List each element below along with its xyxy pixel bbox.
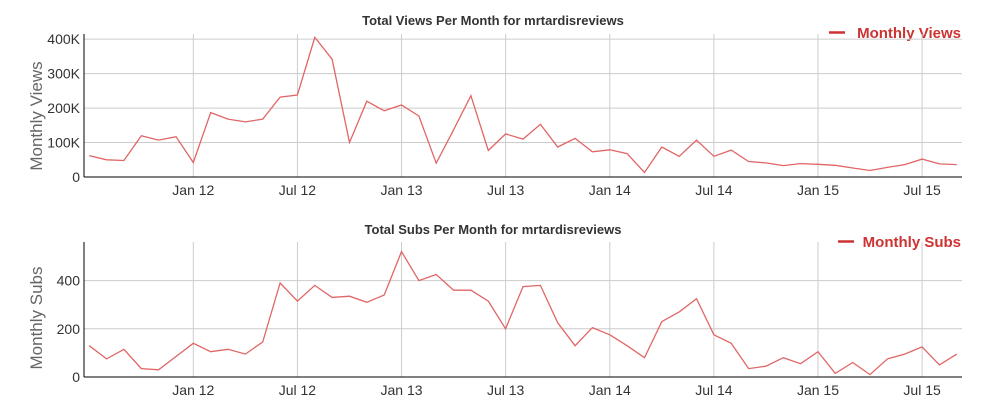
- views-x-tick-label: Jan 12: [172, 182, 214, 198]
- views-series-line: [89, 36, 957, 174]
- subs-y-axis-label: Monthly Subs: [27, 267, 46, 370]
- subs-legend[interactable]: Monthly Subs: [838, 234, 961, 251]
- subs-chart-title: Total Subs Per Month for mrtardisreviews: [365, 222, 622, 237]
- views-chart-title: Total Views Per Month for mrtardisreview…: [362, 13, 624, 28]
- subs-x-ticks: Jan 12 Jul 12 Jan 13 Jul 13 Jan 14 Jul 14 Jan …: [172, 382, 941, 398]
- views-legend[interactable]: Monthly Views: [829, 25, 961, 42]
- views-x-tick-label: Jul 14: [695, 182, 733, 198]
- subs-x-tick-label: Jan 15: [797, 382, 839, 398]
- views-x-tick-label: Jan 15: [797, 182, 839, 198]
- subs-series-line: [88, 250, 958, 376]
- subs-chart: Total Subs Per Month for mrtardisreviews…: [27, 222, 962, 398]
- subs-y-tick-label: 200: [57, 321, 81, 337]
- views-x-tick-label: Jan 14: [589, 182, 631, 198]
- subs-x-tick-label: Jul 15: [903, 382, 941, 398]
- views-y-tick-label: 200K: [47, 100, 80, 116]
- subs-x-tick-label: Jul 13: [487, 382, 525, 398]
- views-y-tick-label: 300K: [47, 66, 80, 82]
- subs-y-tick-label: 0: [72, 369, 80, 385]
- views-legend-label: Monthly Views: [857, 25, 961, 42]
- subs-x-tick-label: Jul 12: [279, 382, 317, 398]
- views-x-tick-label: Jul 15: [903, 182, 941, 198]
- views-y-ticks: 0 100K 200K 300K 400K: [47, 31, 80, 185]
- subs-legend-label: Monthly Subs: [863, 234, 961, 251]
- subs-grid: [83, 242, 962, 378]
- subs-y-ticks: 0 200 400: [57, 273, 81, 385]
- subs-x-tick-label: Jan 12: [172, 382, 214, 398]
- views-y-tick-label: 400K: [47, 31, 80, 47]
- views-x-ticks: Jan 12 Jul 12 Jan 13 Jul 13 Jan 14 Jul 14 Jan …: [172, 182, 941, 198]
- views-chart: Total Views Per Month for mrtardisreview…: [27, 13, 962, 198]
- subs-y-tick-label: 400: [57, 273, 81, 289]
- views-x-tick-label: Jul 12: [279, 182, 317, 198]
- subs-x-tick-label: Jul 14: [695, 382, 733, 398]
- views-x-tick-label: Jan 13: [381, 182, 423, 198]
- views-grid: [83, 34, 962, 178]
- views-y-tick-label: 0: [72, 169, 80, 185]
- views-x-tick-label: Jul 13: [487, 182, 525, 198]
- subs-x-tick-label: Jan 14: [589, 382, 631, 398]
- views-y-axis-label: Monthly Views: [27, 61, 46, 170]
- subs-x-tick-label: Jan 13: [381, 382, 423, 398]
- views-y-tick-label: 100K: [47, 135, 80, 151]
